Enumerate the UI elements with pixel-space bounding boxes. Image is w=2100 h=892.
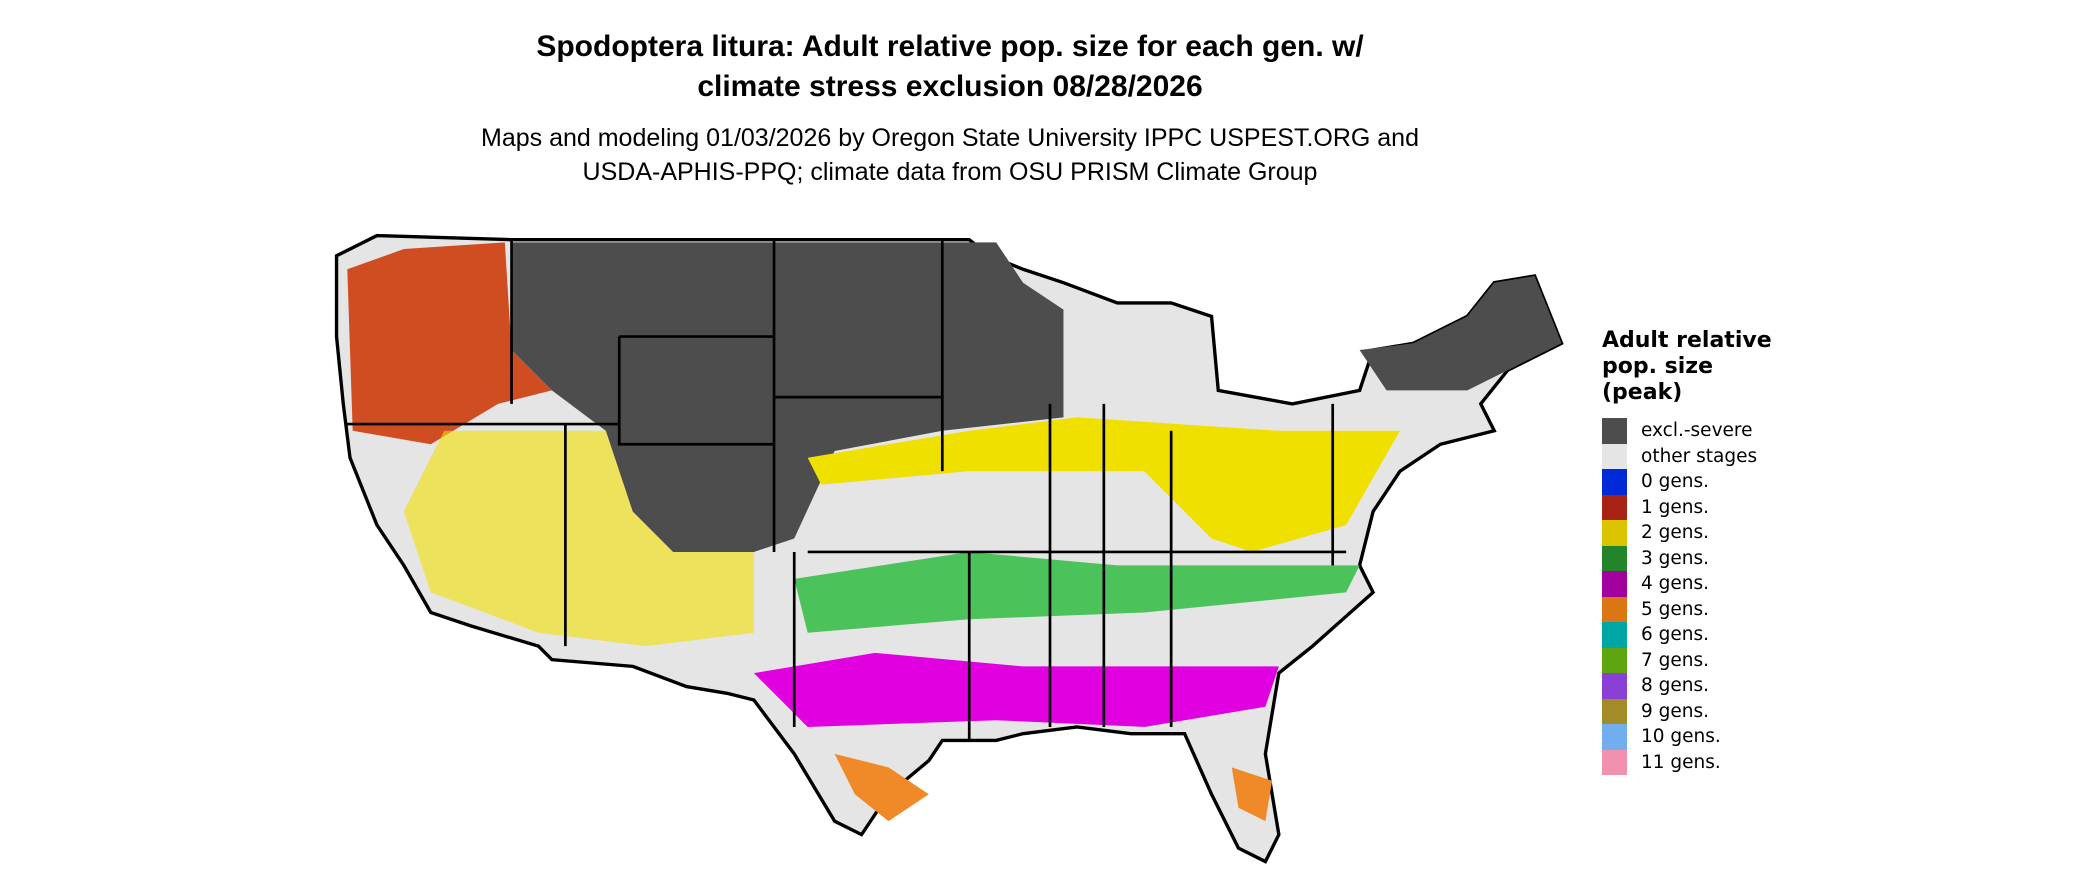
legend-label: 3 gens. (1641, 547, 1710, 569)
legend-swatch (1602, 698, 1627, 724)
legend-item: other stages (1602, 443, 1772, 469)
legend-swatch (1602, 545, 1627, 571)
legend-swatch (1602, 418, 1627, 444)
legend-label: 5 gens. (1641, 598, 1710, 620)
region-5-gen-florida (1231, 767, 1273, 822)
region-1-gen-northwest (347, 242, 552, 445)
legend: Adult relative pop. size (peak) excl.-se… (1602, 328, 1772, 775)
state-borders (347, 239, 1347, 741)
legend-label: 1 gens. (1641, 496, 1710, 518)
legend-swatch (1602, 596, 1627, 622)
legend-swatch (1602, 520, 1627, 546)
legend-swatch (1602, 673, 1627, 699)
region-2-gen-west (403, 430, 754, 647)
legend-item: 6 gens. (1602, 622, 1772, 648)
legend-item: 4 gens. (1602, 571, 1772, 597)
legend-item: 7 gens. (1602, 647, 1772, 673)
legend-label: 6 gens. (1641, 624, 1710, 646)
region-2-gen-band (807, 417, 1400, 552)
legend-item: 11 gens. (1602, 749, 1772, 775)
map-title-line-1: Spodoptera litura: Adult relative pop. s… (536, 30, 1364, 63)
legend-swatch (1602, 724, 1627, 750)
legend-item: excl.-severe (1602, 418, 1772, 444)
legend-label: 4 gens. (1641, 573, 1710, 595)
legend-item: 9 gens. (1602, 698, 1772, 724)
legend-swatch (1602, 647, 1627, 673)
legend-swatch (1602, 443, 1627, 469)
legend-title-line: Adult relative (1602, 328, 1772, 353)
legend-item: 10 gens. (1602, 724, 1772, 750)
region-3-gen-band (794, 551, 1360, 633)
legend-items: excl.-severe other stages 0 gens. 1 gens. 2 … (1602, 418, 1772, 775)
region-4-gen-band (753, 652, 1279, 727)
legend-swatch (1602, 494, 1627, 520)
region-excl-severe-northeast (1359, 275, 1562, 391)
legend-item: 1 gens. (1602, 494, 1772, 520)
legend-label: 8 gens. (1641, 675, 1710, 697)
legend-label: 2 gens. (1641, 522, 1710, 544)
map-subtitle-line-2: USDA-APHIS-PPQ; climate data from OSU PR… (582, 158, 1318, 186)
legend-swatch (1602, 749, 1627, 775)
legend-title-line: (peak) (1602, 380, 1683, 405)
legend-title-line: pop. size (1602, 354, 1713, 379)
legend-label: 0 gens. (1641, 471, 1710, 493)
legend-label: 10 gens. (1641, 726, 1721, 748)
legend-title: Adult relative pop. size (peak) (1602, 328, 1772, 406)
legend-item: 5 gens. (1602, 596, 1772, 622)
legend-label: other stages (1641, 445, 1758, 467)
map-title-line-2: climate stress exclusion 08/28/2026 (697, 70, 1203, 103)
legend-item: 2 gens. (1602, 520, 1772, 546)
legend-label: 9 gens. (1641, 700, 1710, 722)
legend-swatch (1602, 469, 1627, 495)
legend-item: 0 gens. (1602, 469, 1772, 495)
map-subtitle-line-1: Maps and modeling 01/03/2026 by Oregon S… (481, 124, 1419, 152)
legend-label: 7 gens. (1641, 649, 1710, 671)
legend-label: excl.-severe (1641, 420, 1753, 442)
legend-item: 8 gens. (1602, 673, 1772, 699)
legend-item: 3 gens. (1602, 545, 1772, 571)
region-5-gen-texas (834, 753, 929, 822)
legend-swatch (1602, 571, 1627, 597)
legend-label: 11 gens. (1641, 751, 1721, 773)
legend-swatch (1602, 622, 1627, 648)
